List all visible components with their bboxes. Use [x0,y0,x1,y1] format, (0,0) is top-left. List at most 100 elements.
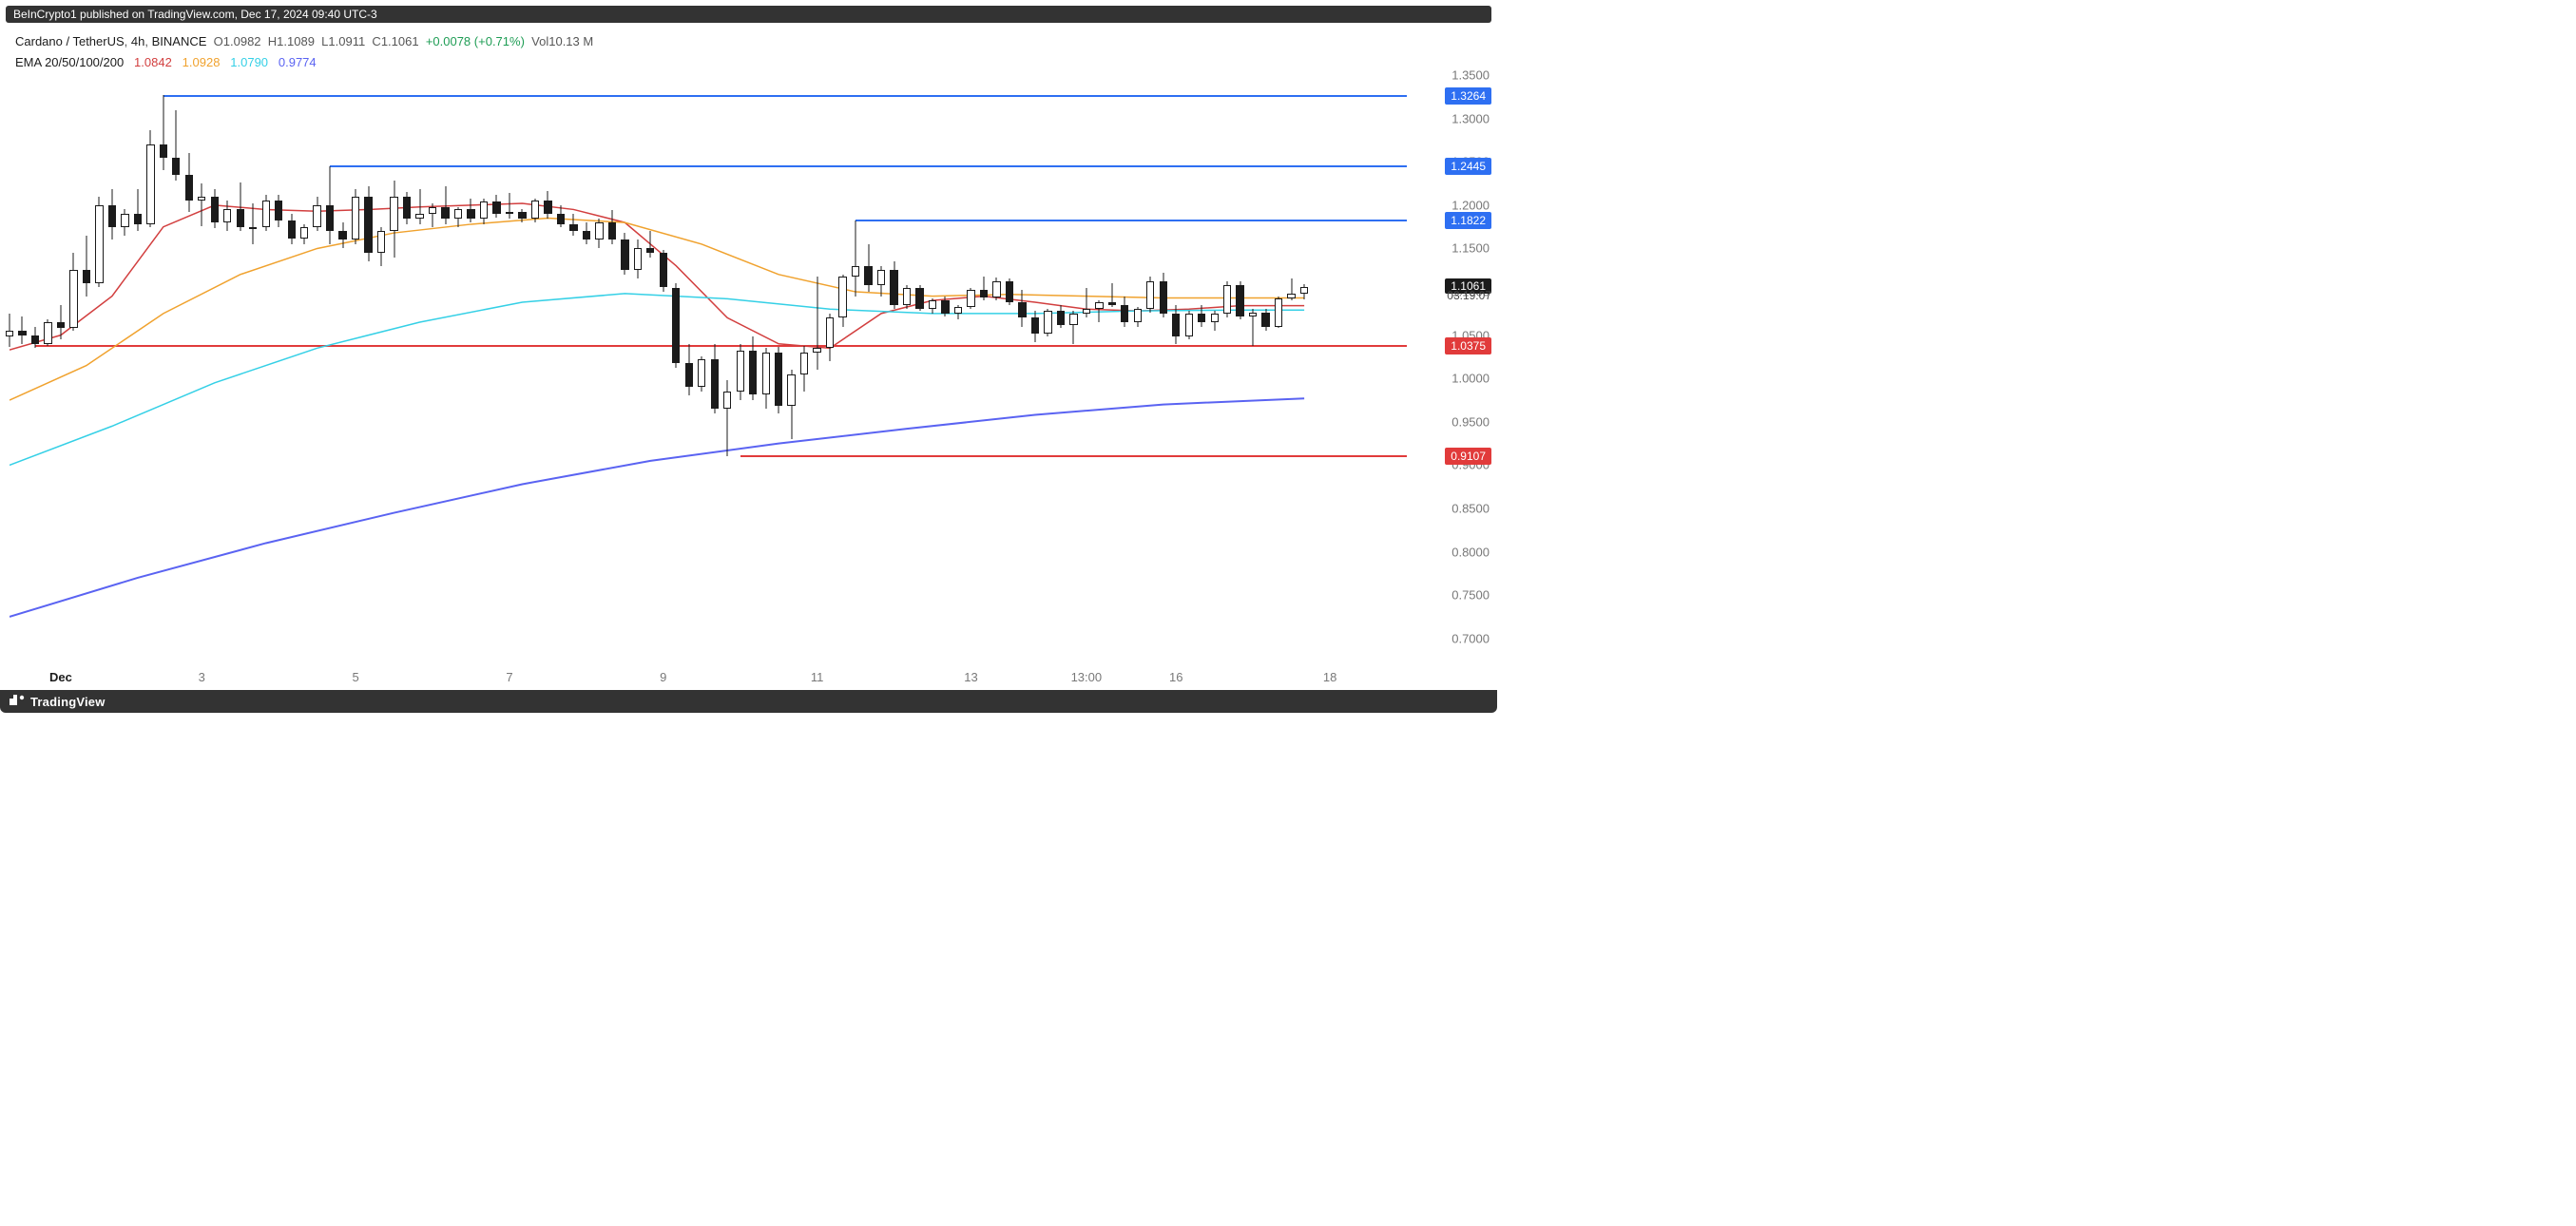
candle[interactable] [377,67,385,656]
candle[interactable] [1211,67,1219,656]
candle[interactable] [1223,67,1231,656]
candle[interactable] [608,67,616,656]
candle[interactable] [249,67,257,656]
candle[interactable] [1121,67,1128,656]
candle[interactable] [1185,67,1193,656]
candle[interactable] [454,67,462,656]
candle[interactable] [595,67,603,656]
candle[interactable] [660,67,667,656]
candle[interactable] [1287,67,1295,656]
candle[interactable] [967,67,974,656]
candle[interactable] [1044,67,1051,656]
candle[interactable] [134,67,142,656]
candle[interactable] [1095,67,1103,656]
candle[interactable] [223,67,231,656]
plot-area[interactable] [10,67,1407,656]
candle[interactable] [992,67,1000,656]
candle[interactable] [403,67,411,656]
candle[interactable] [211,67,219,656]
candle[interactable] [108,67,116,656]
candle[interactable] [69,67,77,656]
candle[interactable] [877,67,885,656]
candle[interactable] [698,67,705,656]
candle[interactable] [390,67,397,656]
candle[interactable] [160,67,167,656]
candle[interactable] [1006,67,1013,656]
candle[interactable] [826,67,834,656]
candle[interactable] [352,67,359,656]
candle[interactable] [1108,67,1116,656]
candle[interactable] [915,67,923,656]
candle[interactable] [1236,67,1243,656]
candle[interactable] [237,67,244,656]
candle[interactable] [890,67,897,656]
candle[interactable] [1172,67,1180,656]
candle[interactable] [583,67,590,656]
candle[interactable] [121,67,128,656]
candle[interactable] [262,67,270,656]
candle[interactable] [852,67,859,656]
candle[interactable] [634,67,642,656]
candle[interactable] [775,67,782,656]
candle[interactable] [275,67,282,656]
candle[interactable] [1160,67,1167,656]
candle[interactable] [518,67,526,656]
candle[interactable] [467,67,474,656]
candle[interactable] [31,67,39,656]
candle[interactable] [672,67,680,656]
candle[interactable] [326,67,334,656]
candle[interactable] [300,67,308,656]
candle[interactable] [1083,67,1090,656]
candle[interactable] [338,67,346,656]
candle[interactable] [864,67,872,656]
candle[interactable] [569,67,577,656]
candle[interactable] [1249,67,1257,656]
candle[interactable] [441,67,449,656]
candle[interactable] [492,67,500,656]
candle[interactable] [1275,67,1282,656]
candle[interactable] [1146,67,1154,656]
candle[interactable] [749,67,757,656]
candle[interactable] [57,67,65,656]
candle[interactable] [929,67,936,656]
candle[interactable] [18,67,26,656]
candle[interactable] [44,67,51,656]
candle[interactable] [954,67,962,656]
candle[interactable] [646,67,654,656]
candle[interactable] [480,67,488,656]
candle[interactable] [288,67,296,656]
candle[interactable] [506,67,513,656]
candle[interactable] [1057,67,1065,656]
candle[interactable] [185,67,193,656]
candle[interactable] [172,67,180,656]
candle[interactable] [313,67,320,656]
candle[interactable] [146,67,154,656]
candle[interactable] [557,67,565,656]
candle[interactable] [685,67,693,656]
candle[interactable] [1031,67,1039,656]
candle[interactable] [6,67,13,656]
candle[interactable] [903,67,911,656]
candle[interactable] [762,67,770,656]
candle[interactable] [813,67,820,656]
candle[interactable] [941,67,949,656]
candle[interactable] [621,67,628,656]
candle[interactable] [723,67,731,656]
candle[interactable] [531,67,539,656]
candle[interactable] [83,67,90,656]
candle[interactable] [364,67,372,656]
candle[interactable] [1198,67,1205,656]
candle[interactable] [1261,67,1269,656]
candle[interactable] [1069,67,1077,656]
candle[interactable] [95,67,103,656]
candle[interactable] [1018,67,1026,656]
candle[interactable] [838,67,846,656]
candle[interactable] [1300,67,1308,656]
candle[interactable] [544,67,551,656]
candle[interactable] [198,67,205,656]
candle[interactable] [711,67,719,656]
candle[interactable] [737,67,744,656]
candle[interactable] [415,67,423,656]
candle[interactable] [800,67,808,656]
candle[interactable] [980,67,988,656]
